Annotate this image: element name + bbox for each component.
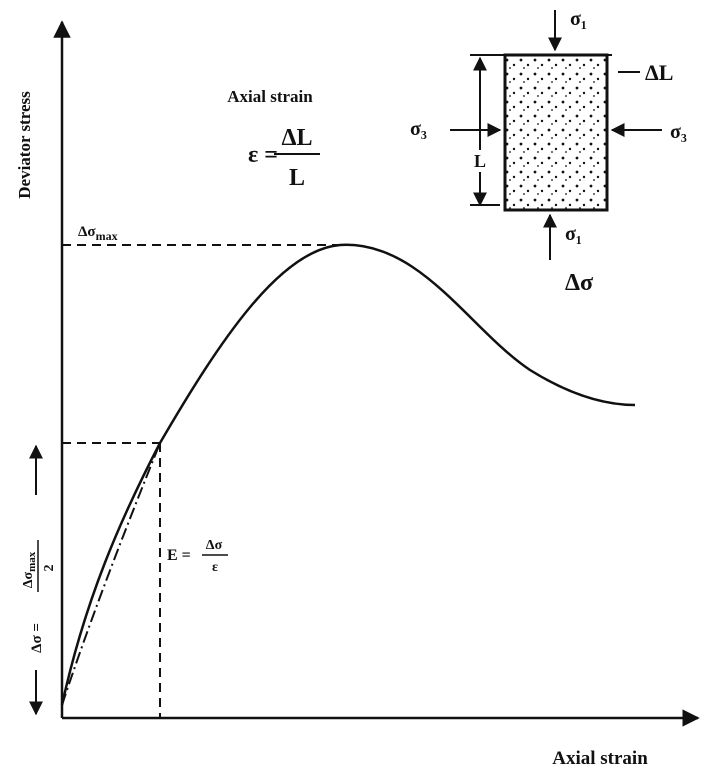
sigma3-left: σ₃ [410,118,427,140]
sigma1-top: σ₁ [570,8,587,30]
stress-strain-curve [60,243,636,706]
delta-sigma: Δσ [565,270,593,296]
secant-line [61,442,161,706]
strain-lhs: ε = [248,142,278,168]
half-lhs: Δσ = [29,623,45,653]
strain-numerator: ΔL [281,125,312,151]
modulus-lhs: E = [167,547,191,564]
modulus-numerator: Δσ [206,538,223,553]
inset-title: Axial strain [227,87,313,106]
peak-label: Δσmax [78,224,118,243]
sigma3-right: σ₃ [670,121,687,143]
label-backdrop [22,495,50,670]
length-label: L [474,151,486,171]
half-label: Δσ = Δσmax 2 [21,540,57,653]
strain-denominator: L [289,165,305,191]
y-axis-label: Deviator stress [15,91,34,199]
modulus-denominator: ε [212,560,218,575]
sigma1-bottom: σ₁ [565,223,582,245]
half-denominator: 2 [42,565,57,572]
label-backdrop [472,150,488,172]
half-numerator: Δσmax [21,551,38,588]
specimen [503,53,609,212]
x-axis-label: Axial strain [552,748,648,769]
delta-l: ΔL [645,60,673,85]
